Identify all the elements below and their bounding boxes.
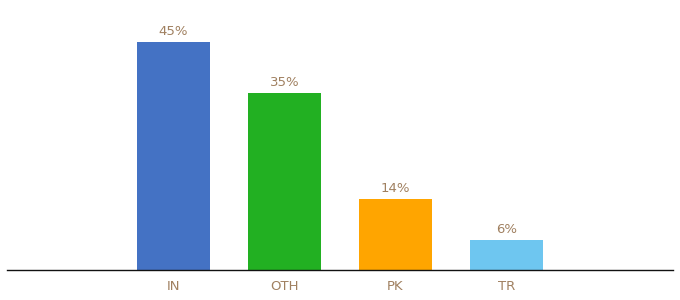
Bar xyxy=(248,93,320,270)
Text: 14%: 14% xyxy=(381,182,410,195)
Text: 35%: 35% xyxy=(270,76,299,89)
Text: 6%: 6% xyxy=(496,223,517,236)
Bar xyxy=(137,42,209,270)
Text: 45%: 45% xyxy=(158,25,188,38)
Bar xyxy=(471,240,543,270)
Bar xyxy=(360,200,432,270)
